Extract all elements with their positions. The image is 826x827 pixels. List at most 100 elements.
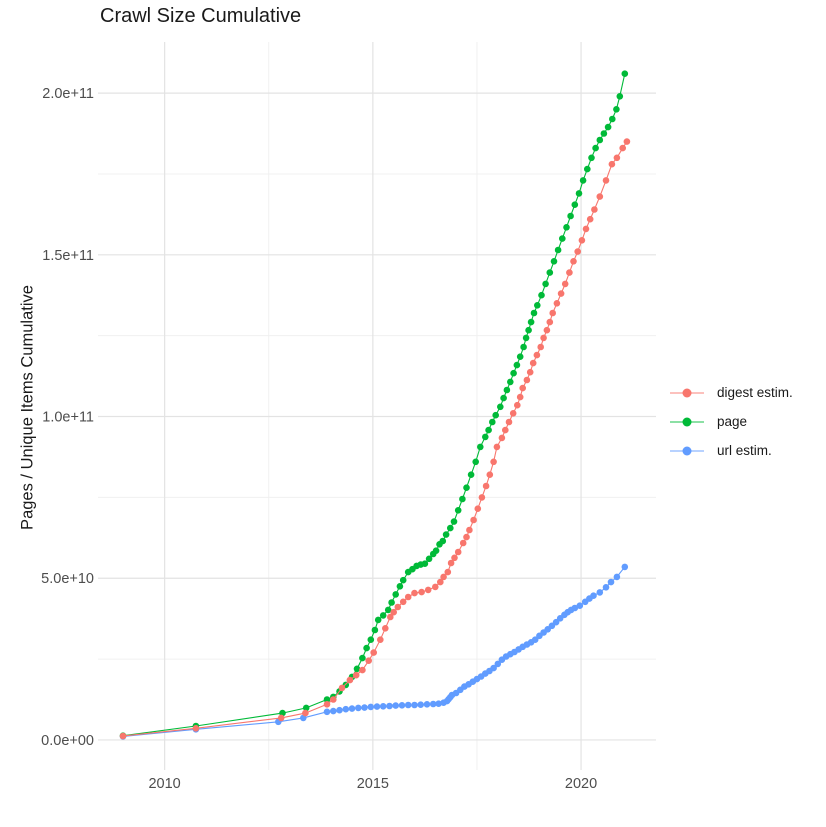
- series-point-page: [522, 334, 530, 342]
- series-point-page: [367, 636, 375, 643]
- series-point-digest-estim-: [543, 326, 551, 334]
- series-point-digest-estim-: [602, 177, 610, 184]
- series-point-digest-estim-: [519, 384, 526, 392]
- y-tick-label: 0.0e+00: [41, 733, 94, 749]
- series-point-url-estim-: [621, 563, 629, 571]
- series-point-url-estim-: [490, 664, 497, 672]
- series-point-digest-estim-: [346, 676, 354, 684]
- series-point-digest-estim-: [411, 589, 418, 597]
- series-point-page: [530, 309, 538, 317]
- series-point-digest-estim-: [553, 300, 561, 307]
- series-point-page: [384, 606, 392, 614]
- series-point-page: [396, 583, 404, 590]
- series-point-digest-estim-: [566, 269, 573, 276]
- series-point-digest-estim-: [463, 533, 470, 541]
- series-point-page: [563, 224, 570, 231]
- series-point-digest-estim-: [498, 434, 506, 442]
- series-point-page: [353, 665, 361, 673]
- series-point-digest-estim-: [437, 578, 444, 586]
- legend-label-digest-estim: digest estim.: [717, 385, 793, 400]
- series-point-page: [584, 165, 591, 173]
- series-point-digest-estim-: [365, 657, 373, 664]
- series-point-page: [527, 318, 535, 326]
- series-point-digest-estim-: [586, 215, 594, 223]
- series-point-digest-estim-: [490, 458, 497, 466]
- series-point-page: [546, 269, 554, 276]
- series-point-digest-estim-: [557, 290, 565, 297]
- series-point-digest-estim-: [482, 482, 490, 490]
- series-point-digest-estim-: [526, 368, 534, 376]
- series-point-page: [463, 484, 470, 492]
- series-point-digest-estim-: [540, 334, 547, 342]
- series-point-digest-estim-: [619, 144, 626, 152]
- series-point-page: [604, 123, 612, 131]
- series-point-url-estim-: [411, 701, 418, 709]
- series-point-url-estim-: [590, 592, 597, 599]
- series-point-digest-estim-: [608, 160, 616, 168]
- series-point-url-estim-: [323, 708, 331, 716]
- series-point-digest-estim-: [466, 526, 473, 534]
- series-point-url-estim-: [330, 707, 337, 715]
- series-point-page: [439, 537, 447, 545]
- series-point-page: [432, 547, 440, 554]
- series-point-digest-estim-: [447, 559, 455, 567]
- series-point-url-estim-: [392, 702, 400, 709]
- series-point-digest-estim-: [459, 539, 467, 547]
- series-point-digest-estim-: [440, 573, 447, 581]
- series-point-digest-estim-: [516, 393, 524, 401]
- chart-title: Crawl Size Cumulative: [100, 5, 302, 27]
- series-point-digest-estim-: [352, 671, 360, 679]
- y-tick-label: 2.0e+11: [42, 86, 94, 102]
- series-point-page: [621, 70, 629, 77]
- series-point-url-estim-: [423, 701, 431, 708]
- series-point-digest-estim-: [613, 154, 621, 162]
- series-point-page: [492, 411, 500, 419]
- series-point-url-estim-: [336, 706, 343, 714]
- series-point-page: [459, 495, 466, 503]
- series-point-page: [450, 518, 458, 525]
- legend-key-icon-url-estim: [670, 442, 704, 460]
- legend-key-icon-page: [670, 413, 704, 431]
- series-line-digest-estim-: [122, 141, 628, 737]
- series-point-digest-estim-: [533, 351, 541, 359]
- series-point-digest-estim-: [451, 554, 458, 562]
- series-point-page: [510, 369, 517, 377]
- x-tick-label: 2010: [148, 776, 180, 792]
- series-point-url-estim-: [379, 703, 387, 710]
- series-point-url-estim-: [348, 705, 356, 712]
- series-point-digest-estim-: [502, 426, 509, 434]
- series-point-digest-estim-: [330, 696, 337, 703]
- series-point-page: [525, 326, 532, 334]
- y-tick-label: 1.5e+11: [42, 248, 94, 264]
- series-point-page: [489, 418, 496, 426]
- legend-key-icon-digest-estim: [670, 384, 704, 402]
- series-point-page: [371, 626, 379, 634]
- series-point-digest-estim-: [623, 138, 631, 145]
- series-point-digest-estim-: [192, 725, 200, 732]
- series-point-url-estim-: [429, 700, 437, 708]
- series-point-digest-estim-: [537, 343, 544, 351]
- series-point-page: [596, 136, 604, 144]
- series-point-digest-estim-: [359, 666, 366, 674]
- series-point-page: [482, 433, 489, 441]
- series-point-page: [472, 458, 480, 466]
- series-point-page: [588, 154, 595, 162]
- series-point-url-estim-: [367, 703, 375, 711]
- series-point-page: [392, 591, 400, 598]
- series-point-digest-estim-: [514, 401, 521, 409]
- series-point-url-estim-: [417, 701, 425, 708]
- series-point-url-estim-: [404, 701, 412, 709]
- series-point-page: [447, 524, 454, 532]
- series-point-digest-estim-: [486, 471, 494, 479]
- legend-key-dot: [682, 446, 692, 455]
- series-point-page: [497, 403, 504, 411]
- series-point-url-estim-: [613, 573, 621, 581]
- series-point-page: [323, 696, 331, 703]
- series-point-page: [425, 555, 433, 563]
- legend: digest estim. page url estim.: [670, 378, 793, 465]
- series-point-digest-estim-: [399, 598, 407, 606]
- series-point-digest-estim-: [404, 593, 412, 601]
- series-point-page: [516, 353, 524, 361]
- series-point-page: [550, 258, 558, 265]
